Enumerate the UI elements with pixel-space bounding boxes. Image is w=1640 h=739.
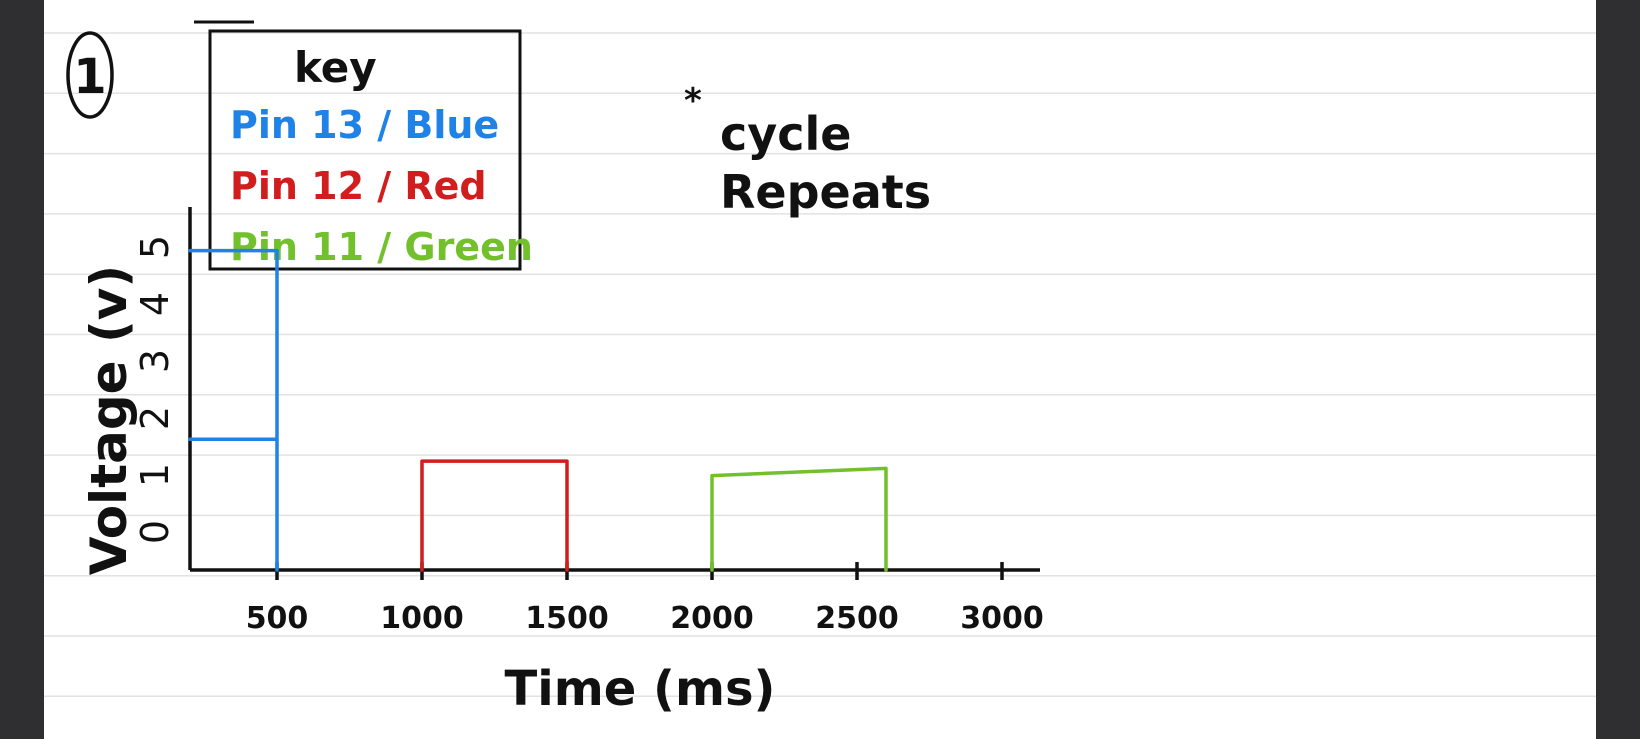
x-tick-label: 1000 [380, 601, 464, 636]
legend-entry: Pin 13 / Blue [230, 103, 499, 147]
series-line-2 [420, 459, 569, 572]
x-tick-label: 1500 [525, 601, 609, 636]
y-tick-label: 4 [133, 292, 177, 316]
series-line-3 [710, 466, 888, 572]
note-line-1: cycle [720, 107, 852, 161]
x-tick-label: 500 [246, 601, 309, 636]
x-tick-label: 3000 [960, 601, 1044, 636]
series-line-1 [188, 248, 279, 572]
legend-title: key [294, 43, 377, 92]
note-line-2: Repeats [720, 165, 931, 219]
figure-number-badge: 1 [66, 31, 114, 119]
data-series [188, 248, 888, 572]
y-axis-title: Voltage (v) [80, 265, 138, 576]
legend: key Pin 13 / Blue Pin 12 / Red Pin 11 / Gr… [194, 20, 533, 271]
ruled-lines [44, 32, 1596, 698]
figure-number: 1 [73, 49, 106, 105]
y-tick-label: 3 [133, 349, 177, 373]
x-tick-label: 2000 [670, 601, 754, 636]
legend-entry: Pin 11 / Green [230, 225, 533, 269]
legend-entry: Pin 12 / Red [230, 164, 487, 208]
cycle-note: * cycle Repeats [684, 81, 931, 219]
y-tick-label: 0 [133, 520, 177, 544]
y-tick-label: 5 [133, 235, 177, 259]
axes: 500 1000 1500 2000 2500 3000 0 1 2 3 4 5 [133, 207, 1044, 636]
legend-box [208, 29, 522, 271]
x-axis-title: Time (ms) [505, 661, 776, 717]
figure-number-circle [66, 31, 114, 119]
notebook-page: 1 * cycle Repeats key Pin 13 / Blue Pin 1… [44, 0, 1596, 739]
legend-entries: Pin 13 / Blue Pin 12 / Red Pin 11 / Green [230, 103, 533, 269]
x-tick-label: 2500 [815, 601, 899, 636]
y-tick-label: 1 [133, 463, 177, 487]
note-asterisk: * [684, 81, 702, 121]
y-tick-label: 2 [133, 406, 177, 430]
